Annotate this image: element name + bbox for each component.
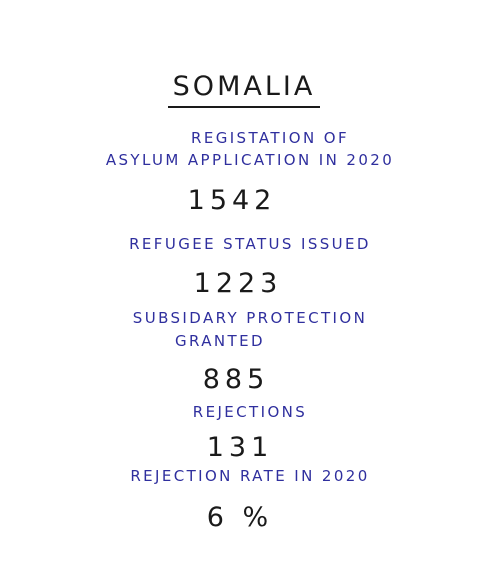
stat-label-rejection-rate: REJECTION RATE IN 2020 bbox=[130, 467, 370, 485]
stat-value-rejections: 131 bbox=[206, 432, 274, 463]
stat-value-subsidiary: 885 bbox=[202, 364, 270, 395]
stat-value-rejection-rate: 6 % bbox=[206, 502, 274, 533]
stat-label-registrations-line1: REGISTATION OF bbox=[191, 129, 349, 147]
stat-value-registrations: 1542 bbox=[187, 185, 277, 216]
stat-label-registrations-line2: ASYLUM APPLICATION IN 2020 bbox=[105, 151, 395, 169]
stat-value-refugee-status: 1223 bbox=[193, 268, 283, 299]
stat-label-subsidiary-line1: SUBSIDARY PROTECTION bbox=[132, 309, 368, 327]
page-title: SOMALIA bbox=[168, 70, 320, 108]
stat-label-rejections: REJECTIONS bbox=[192, 403, 308, 421]
stat-label-subsidiary-line2: GRANTED bbox=[175, 332, 265, 350]
stat-label-refugee-status: REFUGEE STATUS ISSUED bbox=[129, 235, 371, 253]
